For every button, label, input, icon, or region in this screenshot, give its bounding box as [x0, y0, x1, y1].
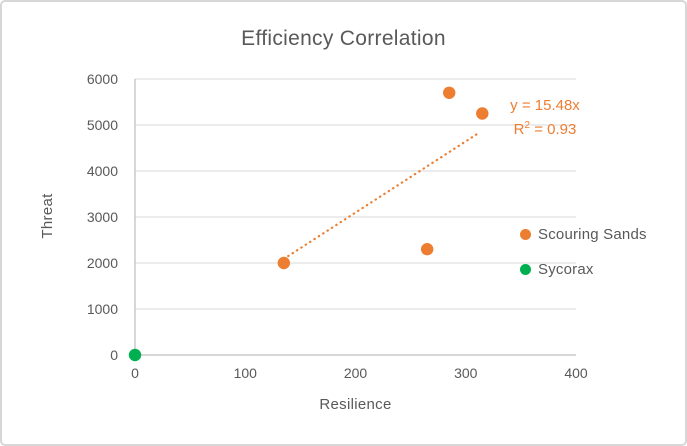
trendline-r-squared: R2 = 0.93 — [513, 120, 577, 138]
y-tick-label: 1000 — [86, 301, 118, 317]
data-point-scouring-sands[interactable] — [443, 86, 456, 99]
trendline-equation: y = 15.48x — [510, 97, 580, 114]
data-point-sycorax[interactable] — [128, 348, 142, 362]
trendline-label: y = 15.48x R2 = 0.93 — [480, 96, 610, 140]
legend-marker-sycorax — [520, 263, 531, 275]
y-axis-title: Threat — [39, 193, 56, 239]
x-axis-title: Resilience — [319, 396, 392, 413]
x-tick-label: 0 — [131, 365, 139, 381]
x-tick-label: 200 — [343, 365, 368, 381]
y-tick-label: 5000 — [86, 117, 118, 133]
data-point-scouring-sands[interactable] — [277, 256, 291, 270]
x-tick-label: 100 — [233, 365, 257, 381]
legend-label: Sycorax — [538, 260, 594, 278]
y-tick-label: 2000 — [86, 255, 118, 271]
legend-label: Scouring Sands — [538, 225, 647, 243]
data-point-scouring-sands[interactable] — [476, 107, 489, 120]
y-tick-label: 4000 — [86, 163, 118, 179]
legend-marker-scouring-sands — [520, 228, 531, 240]
x-tick-label: 300 — [454, 365, 478, 381]
data-point-scouring-sands[interactable] — [420, 243, 434, 256]
y-tick-label: 0 — [110, 347, 118, 363]
legend: Scouring Sands Sycorax — [520, 222, 647, 281]
x-tick-label: 400 — [564, 365, 588, 381]
trendline[interactable] — [282, 131, 482, 260]
plot-area — [128, 78, 576, 362]
legend-item-scouring-sands[interactable]: Scouring Sands — [520, 222, 647, 246]
legend-item-sycorax[interactable]: Sycorax — [520, 257, 647, 281]
y-tick-label: 6000 — [86, 71, 118, 87]
y-tick-label: 3000 — [86, 209, 118, 225]
chart-title: Efficiency Correlation — [241, 27, 446, 50]
